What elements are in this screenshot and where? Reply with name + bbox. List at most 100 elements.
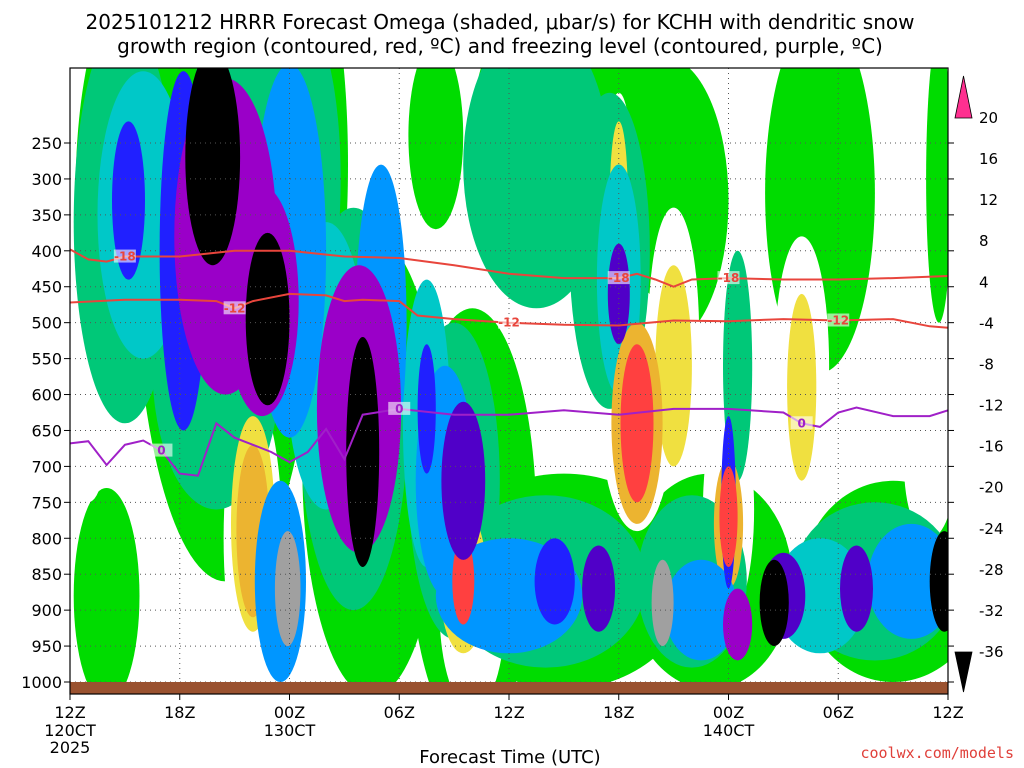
contour-label: 0	[157, 444, 165, 458]
colorbar-label: 12	[979, 191, 998, 209]
omega-cell	[73, 488, 140, 694]
y-tick-label: 550	[31, 350, 62, 369]
omega-cell	[620, 344, 654, 503]
x-tick-sublabel: 120CT	[44, 721, 96, 740]
x-tick-label: 18Z	[164, 703, 195, 722]
x-tick-label: 00Z	[713, 703, 744, 722]
y-tick-label: 350	[31, 206, 62, 225]
x-tick-label: 12Z	[932, 703, 963, 722]
contour-label-bg	[498, 315, 520, 329]
contour-label-bg	[150, 443, 173, 457]
site-credit-link[interactable]: coolwx.com/models	[860, 744, 1014, 762]
omega-cell	[152, 567, 189, 682]
contour-label-bg	[827, 313, 850, 327]
colorbar-label: -20	[979, 479, 1004, 497]
omega-cell	[840, 545, 873, 632]
contour-label: -12	[224, 301, 246, 315]
colorbar-label: 20	[979, 109, 998, 127]
omega-cell	[274, 531, 301, 647]
y-tick-label: 600	[31, 386, 62, 405]
contour-label-bg	[717, 271, 740, 285]
chart-title-line-1: 2025101212 HRRR Forecast Omega (shaded, …	[86, 10, 915, 34]
contour-label: -18	[718, 271, 740, 285]
y-tick-label: 800	[31, 529, 62, 548]
omega-cell	[651, 559, 674, 647]
omega-cell	[664, 559, 738, 661]
omega-cell	[787, 293, 817, 481]
colorbar-label: -24	[979, 520, 1004, 538]
colorbar-label: 16	[979, 150, 998, 168]
omega-cell	[441, 401, 486, 560]
contour-label: 0	[395, 402, 403, 416]
colorbar-label: -8	[979, 356, 994, 374]
y-tick-label: 500	[31, 314, 62, 333]
chart-title-line-2: growth region (contoured, red, ºC) and f…	[117, 34, 883, 58]
colorbar-label: -32	[979, 602, 1004, 620]
y-tick-label: 250	[31, 134, 62, 153]
contour-label: 0	[797, 416, 805, 430]
omega-cell	[719, 466, 738, 567]
colorbar-label: -4	[979, 314, 994, 332]
y-tick-label: 750	[31, 493, 62, 512]
x-tick-sublabel: 140CT	[703, 721, 755, 740]
x-axis-label: Forecast Time (UTC)	[419, 747, 600, 768]
x-tick-label: 12Z	[493, 703, 524, 722]
omega-cell	[346, 337, 380, 567]
omega-cell	[929, 531, 948, 632]
y-tick-label: 850	[31, 565, 62, 584]
omega-cell	[534, 538, 575, 625]
y-tick-label: 1000	[21, 673, 62, 692]
y-tick-label: 950	[31, 637, 62, 656]
x-tick-label: 06Z	[384, 703, 415, 722]
colorbar-label: 8	[979, 232, 989, 250]
colorbar-label: 4	[979, 273, 989, 291]
omega-cell	[185, 68, 241, 266]
x-tick-label: 12Z	[54, 703, 85, 722]
colorbar-label: -12	[979, 397, 1004, 415]
plot-area: -18 -18 -18 -12 -12 -12 0 0 0	[69, 67, 949, 695]
colorbar-label: -28	[979, 561, 1004, 579]
omega-cell	[408, 68, 464, 230]
x-tick-label: 00Z	[274, 703, 305, 722]
contour-label: -12	[827, 314, 849, 328]
x-tick-label: 18Z	[603, 703, 634, 722]
colorbar-label: -16	[979, 438, 1004, 456]
colorbar-bottom-arrow	[954, 651, 973, 693]
omega-cell	[452, 538, 475, 625]
contour-label-bg	[113, 249, 136, 263]
contour-label: -18	[608, 271, 630, 285]
omega-cell	[723, 588, 753, 661]
omega-cell	[112, 121, 145, 280]
omega-cell	[655, 265, 692, 467]
x-tick-sublabel: 130CT	[264, 721, 316, 740]
contour-label: -18	[114, 250, 136, 264]
contour-line	[70, 248, 948, 288]
omega-cell	[417, 344, 436, 474]
surface-ground-band	[70, 682, 948, 694]
contour-label-bg	[607, 271, 630, 285]
y-tick-label: 900	[31, 601, 62, 620]
x-tick-label: 06Z	[823, 703, 854, 722]
y-tick-label: 300	[31, 170, 62, 189]
contour-label-bg	[790, 416, 813, 430]
temperature-contours: -18 -18 -18 -12 -12 -12 0 0 0	[70, 248, 948, 477]
omega-cell	[759, 559, 789, 647]
contour-label-bg	[388, 401, 411, 415]
colorbar-label: -36	[979, 643, 1004, 661]
contour-label-bg	[223, 301, 246, 315]
x-tick-sublabel: 2025	[50, 738, 91, 757]
omega-cell	[245, 232, 290, 406]
y-tick-label: 400	[31, 242, 62, 261]
contour-label: -12	[498, 316, 520, 330]
omega-cell	[926, 68, 948, 323]
y-tick-label: 450	[31, 278, 62, 297]
omega-shading	[70, 68, 948, 694]
colorbar-top-arrow	[954, 75, 973, 119]
omega-cell	[867, 523, 948, 639]
omega-cell	[582, 545, 616, 632]
colorbar: 20 16 12 8 4 -4 -8 -12 -16 -20 -24 -28 -32 -36	[954, 75, 1004, 693]
y-tick-label: 650	[31, 421, 62, 440]
y-tick-label: 700	[31, 457, 62, 476]
